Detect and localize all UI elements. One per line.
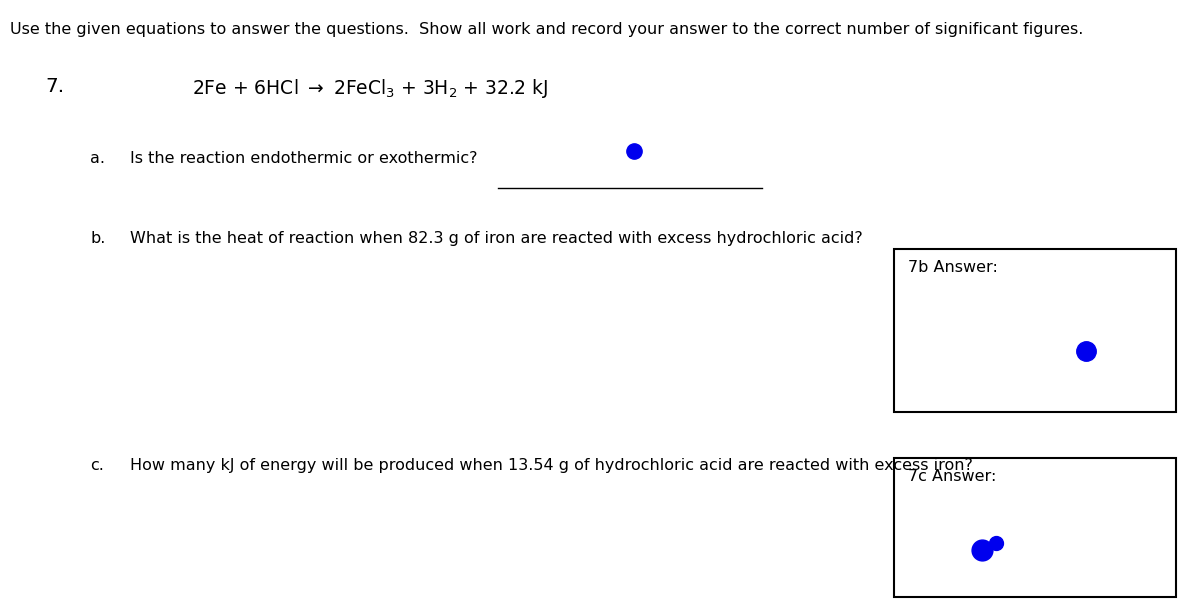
- Text: c.: c.: [90, 458, 104, 473]
- Text: Use the given equations to answer the questions.  Show all work and record your : Use the given equations to answer the qu…: [10, 22, 1082, 36]
- Text: 7c Answer:: 7c Answer:: [908, 469, 997, 484]
- Bar: [894, 458, 1176, 597]
- Bar: [894, 249, 1176, 412]
- Text: 7b Answer:: 7b Answer:: [908, 260, 998, 275]
- Text: How many kJ of energy will be produced when 13.54 g of hydrochloric acid are rea: How many kJ of energy will be produced w…: [130, 458, 972, 473]
- Text: b.: b.: [90, 231, 106, 245]
- Text: Is the reaction endothermic or exothermic?: Is the reaction endothermic or exothermi…: [130, 151, 478, 165]
- Text: 2Fe + 6HCl $\rightarrow$ 2FeCl$_3$ + 3H$_2$ + 32.2 kJ: 2Fe + 6HCl $\rightarrow$ 2FeCl$_3$ + 3H$…: [192, 77, 547, 100]
- Text: 7.: 7.: [46, 77, 65, 96]
- Text: a.: a.: [90, 151, 106, 165]
- Text: What is the heat of reaction when 82.3 g of iron are reacted with excess hydroch: What is the heat of reaction when 82.3 g…: [130, 231, 863, 245]
